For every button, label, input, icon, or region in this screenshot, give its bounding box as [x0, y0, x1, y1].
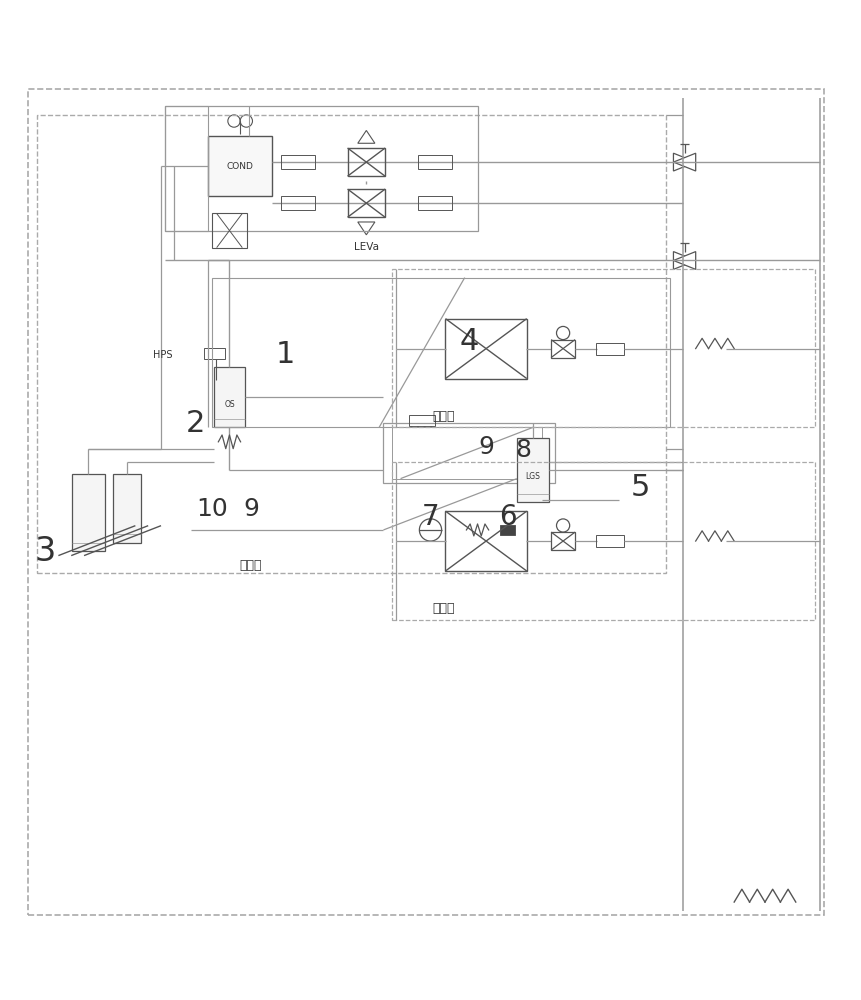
- Polygon shape: [673, 153, 696, 171]
- Polygon shape: [113, 474, 140, 543]
- Text: LEVa: LEVa: [354, 242, 379, 252]
- Polygon shape: [517, 438, 549, 502]
- Text: 4: 4: [459, 327, 479, 356]
- Text: 9: 9: [478, 435, 494, 459]
- Polygon shape: [208, 136, 272, 196]
- Polygon shape: [673, 252, 696, 269]
- Text: 6: 6: [499, 503, 517, 531]
- Text: COND: COND: [226, 162, 254, 171]
- Polygon shape: [673, 252, 696, 269]
- Text: 2: 2: [186, 409, 205, 438]
- Text: 5: 5: [630, 473, 650, 502]
- Text: 7: 7: [422, 503, 439, 531]
- Text: OS: OS: [224, 400, 235, 409]
- Text: 3: 3: [35, 535, 56, 568]
- Polygon shape: [499, 525, 515, 535]
- Text: 8: 8: [515, 438, 531, 462]
- Text: LGS: LGS: [526, 472, 541, 481]
- Text: 1: 1: [276, 340, 294, 369]
- Polygon shape: [72, 474, 104, 551]
- Polygon shape: [214, 367, 245, 427]
- Polygon shape: [673, 153, 696, 171]
- Text: HPS: HPS: [152, 350, 172, 360]
- Text: 9: 9: [243, 497, 259, 521]
- Text: 10: 10: [196, 497, 228, 521]
- Text: 室内机: 室内机: [432, 410, 455, 423]
- Text: 室外机: 室外机: [239, 559, 262, 572]
- Text: 室内机: 室内机: [432, 602, 455, 615]
